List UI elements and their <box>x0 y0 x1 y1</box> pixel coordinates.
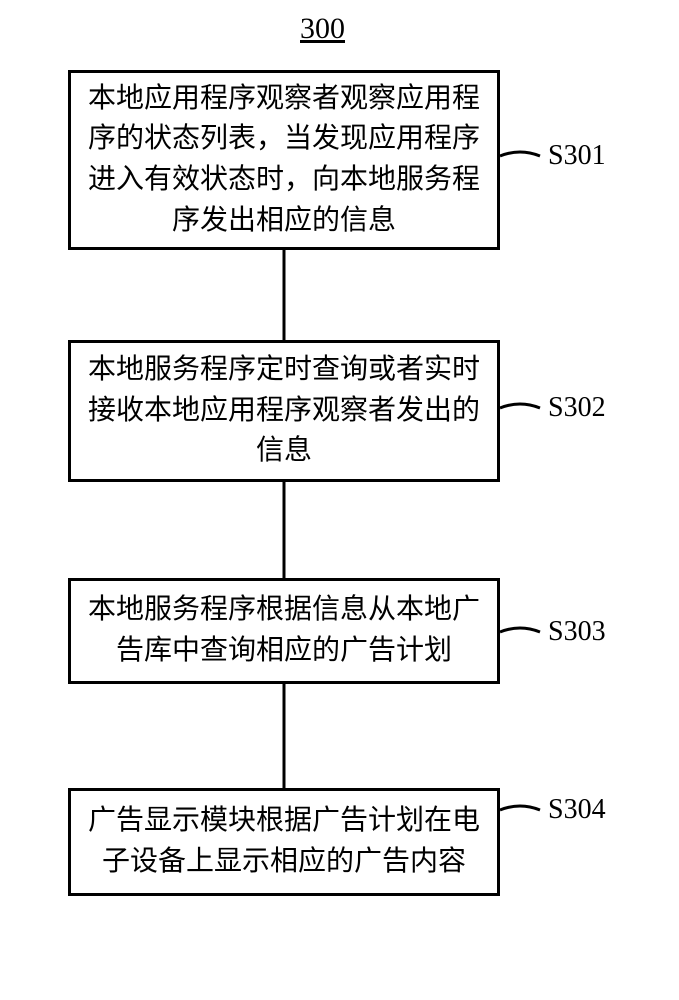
edge-3-4 <box>0 0 679 1000</box>
flowchart-canvas: 300 本地应用程序观察者观察应用程序的状态列表，当发现应用程序进入有效状态时，… <box>0 0 679 1000</box>
